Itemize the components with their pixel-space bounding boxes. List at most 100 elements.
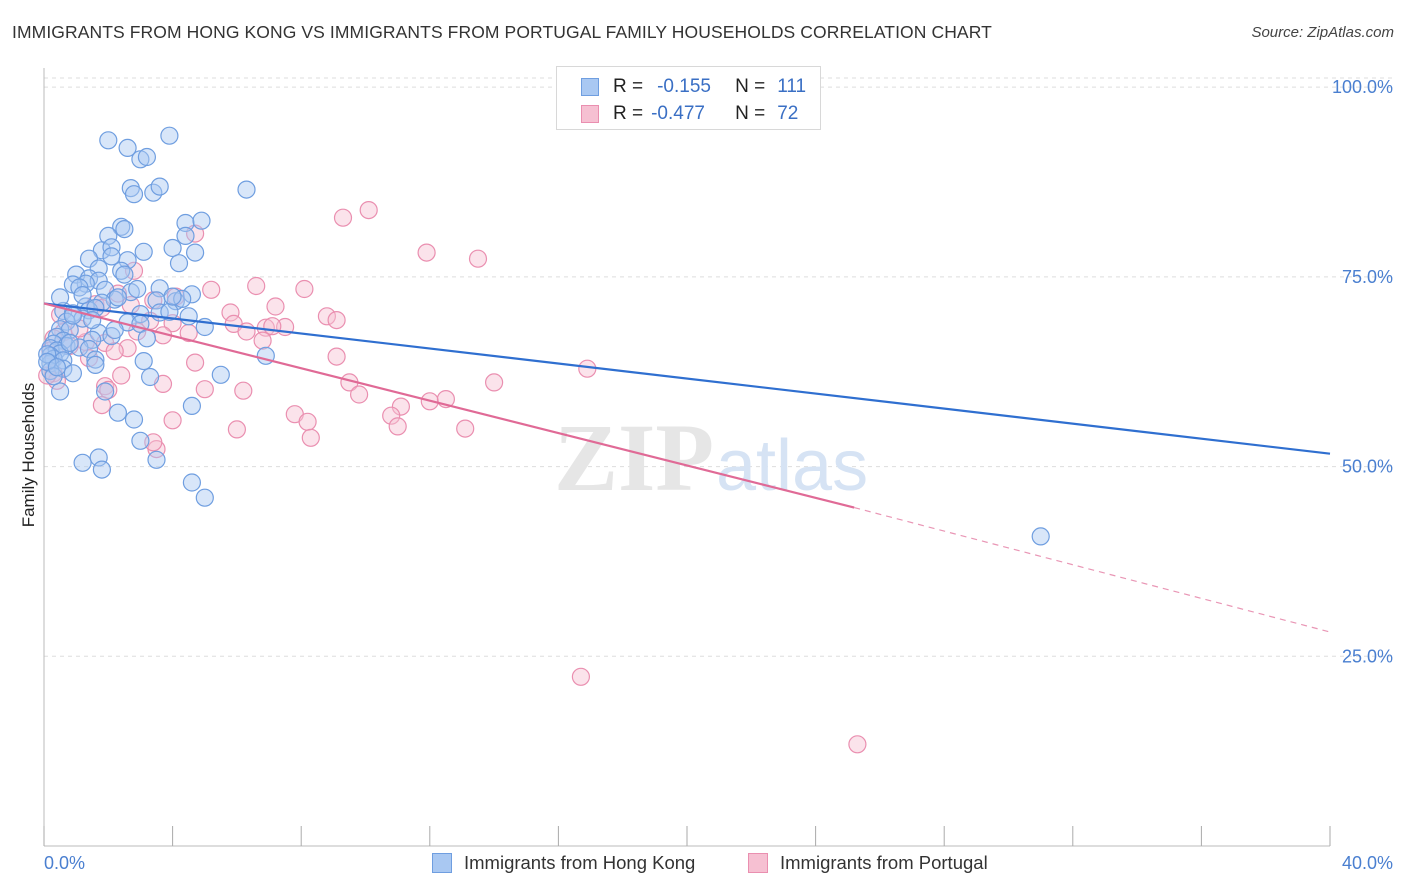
point-hongkong — [63, 364, 83, 383]
source-label: Source: ZipAtlas.com — [1251, 24, 1394, 41]
series-hongkong-points — [38, 126, 1050, 546]
legend-r-label: R = — [613, 76, 644, 97]
x-tick-label: 0.0% — [44, 853, 85, 873]
point-hongkong — [150, 177, 169, 196]
point-hongkong — [237, 180, 256, 199]
point-portugal — [99, 380, 118, 399]
point-hongkong — [128, 279, 147, 299]
point-portugal — [234, 381, 253, 400]
y-tick-label: 25.0% — [1342, 646, 1393, 666]
point-hongkong — [195, 488, 214, 507]
point-hongkong — [115, 220, 134, 239]
point-portugal — [221, 303, 240, 322]
point-hongkong — [182, 285, 201, 304]
point-portugal — [163, 411, 182, 430]
point-portugal — [266, 297, 285, 316]
point-hongkong — [137, 329, 156, 348]
point-portugal — [301, 428, 320, 447]
point-hongkong — [141, 367, 160, 387]
legend-row-hongkong: R = -0.155 N = 111 — [581, 75, 806, 99]
trend-line-portugal-extension — [854, 506, 1331, 633]
point-hongkong — [108, 403, 128, 422]
correlation-legend: R = -0.155 N = 111 R = -0.477 N = 72 — [556, 66, 821, 130]
point-hongkong — [163, 287, 182, 306]
y-tick-label: 50.0% — [1342, 457, 1393, 477]
legend-r-value: -0.477 — [651, 103, 705, 124]
point-portugal — [124, 261, 144, 280]
watermark-zip: ZIP — [554, 404, 714, 511]
point-hongkong — [182, 473, 201, 492]
point-hongkong — [118, 251, 137, 270]
point-hongkong — [176, 213, 195, 233]
point-portugal — [485, 373, 504, 392]
point-portugal — [295, 279, 314, 299]
trend-line-hongkong — [43, 302, 1331, 455]
point-hongkong — [86, 350, 105, 369]
point-portugal — [333, 208, 353, 227]
point-hongkong — [169, 254, 189, 273]
point-hongkong — [192, 211, 211, 230]
legend-n-value: 111 — [777, 76, 807, 97]
point-hongkong — [131, 431, 150, 450]
point-portugal — [263, 317, 282, 336]
y-tick-labels: 25.0% 50.0% 75.0% 100.0% — [1332, 77, 1393, 666]
point-hongkong — [50, 382, 70, 401]
point-hongkong — [79, 339, 99, 359]
point-portugal — [227, 420, 246, 439]
legend-n-value: 72 — [777, 103, 799, 124]
trend-line-portugal — [43, 302, 855, 509]
legend-swatch-pink — [581, 105, 599, 123]
point-portugal — [202, 280, 221, 299]
point-hongkong — [134, 352, 153, 371]
trend-lines — [43, 302, 1331, 633]
point-hongkong — [50, 288, 70, 307]
point-hongkong — [102, 247, 121, 266]
point-hongkong — [134, 242, 153, 261]
point-hongkong — [147, 450, 166, 469]
point-hongkong — [86, 355, 105, 374]
point-portugal — [186, 353, 205, 372]
point-hongkong — [118, 138, 137, 157]
point-hongkong — [182, 396, 201, 415]
point-hongkong — [137, 147, 156, 167]
bottom-legend-swatch-pink — [748, 853, 768, 873]
bottom-legend-label: Immigrants from Hong Kong — [464, 852, 696, 873]
point-hongkong — [176, 226, 195, 245]
grid-lines — [44, 77, 1392, 657]
point-hongkong — [70, 338, 89, 357]
point-portugal — [317, 307, 336, 326]
watermark-atlas: atlas — [716, 426, 868, 506]
point-hongkong — [38, 345, 57, 364]
x-tick-labels: 0.0% 40.0% — [44, 853, 1393, 873]
point-hongkong — [160, 126, 179, 145]
point-hongkong — [1031, 527, 1050, 546]
point-portugal — [388, 417, 407, 436]
point-portugal — [468, 249, 488, 268]
point-hongkong — [105, 320, 124, 340]
legend-n-label: N = — [735, 103, 766, 124]
point-hongkong — [186, 243, 205, 262]
legend-n-label: N = — [735, 76, 766, 97]
point-portugal — [253, 331, 272, 350]
point-hongkong — [95, 382, 115, 401]
bottom-legend-label: Immigrants from Portugal — [780, 852, 988, 873]
point-portugal — [327, 347, 346, 366]
point-portugal — [571, 667, 591, 686]
point-portugal — [105, 342, 124, 361]
bottom-legend-portugal: Immigrants from Portugal — [748, 852, 988, 874]
point-hongkong — [124, 185, 144, 204]
bottom-legend-swatch-blue — [432, 853, 452, 873]
point-hongkong — [73, 453, 92, 472]
point-portugal — [327, 311, 346, 330]
y-tick-label: 100.0% — [1332, 77, 1393, 97]
point-portugal — [112, 366, 131, 385]
legend-r-value: -0.155 — [657, 76, 711, 97]
chart-title: IMMIGRANTS FROM HONG KONG VS IMMIGRANTS … — [12, 22, 992, 42]
point-portugal — [247, 276, 266, 296]
point-portugal — [456, 419, 475, 438]
point-portugal — [350, 385, 369, 404]
point-portugal — [382, 406, 401, 425]
point-hongkong — [47, 358, 67, 377]
point-hongkong — [211, 365, 230, 384]
